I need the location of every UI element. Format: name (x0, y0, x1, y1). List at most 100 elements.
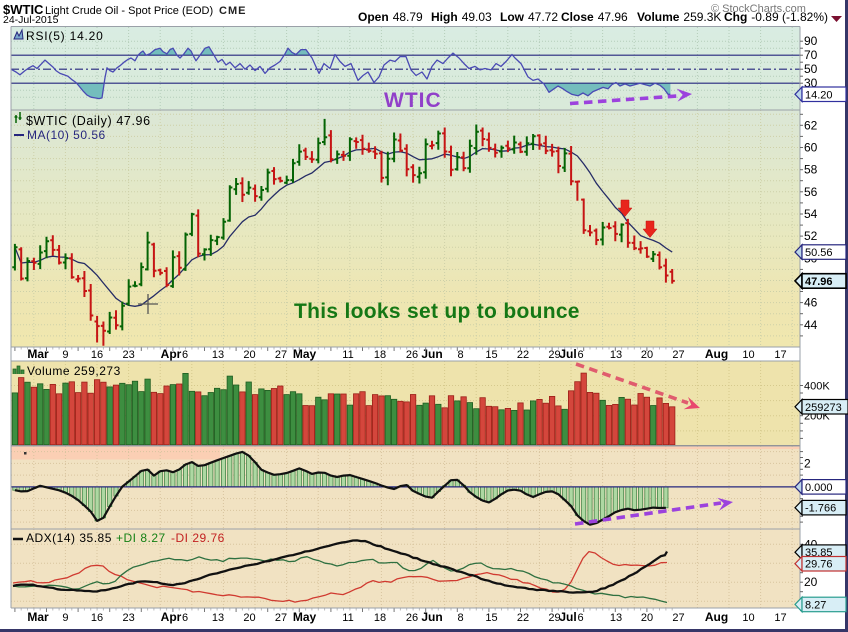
svg-text:29: 29 (548, 612, 560, 624)
svg-text:52: 52 (804, 229, 818, 243)
svg-text:Apr: Apr (161, 347, 182, 361)
svg-text:$WTIC (Daily) 47.96: $WTIC (Daily) 47.96 (26, 114, 151, 128)
svg-text:47.96: 47.96 (805, 276, 833, 288)
svg-text:259273: 259273 (805, 402, 842, 414)
svg-text:-0.89 (-1.82%): -0.89 (-1.82%) (751, 10, 828, 24)
svg-text:10: 10 (742, 612, 754, 624)
svg-text:Light Crude Oil - Spot Price (: Light Crude Oil - Spot Price (EOD) (45, 5, 213, 17)
svg-text:Jun: Jun (421, 610, 442, 624)
svg-text:Aug: Aug (705, 610, 728, 624)
svg-text:-1.766: -1.766 (805, 503, 836, 515)
svg-text:50: 50 (804, 62, 818, 76)
svg-text:High: High (431, 10, 458, 24)
svg-text:Volume 259,273: Volume 259,273 (27, 364, 121, 378)
svg-text:16: 16 (91, 612, 103, 624)
svg-text:6: 6 (182, 349, 188, 361)
svg-text:13: 13 (610, 612, 622, 624)
svg-text:20: 20 (804, 575, 818, 589)
svg-text:90: 90 (804, 34, 818, 48)
svg-text:49.03: 49.03 (462, 10, 492, 24)
svg-text:58: 58 (804, 163, 818, 177)
svg-text:22: 22 (517, 612, 529, 624)
svg-text:8.27: 8.27 (805, 599, 826, 611)
svg-text:+DI 8.27: +DI 8.27 (116, 531, 166, 545)
svg-text:10: 10 (742, 349, 754, 361)
svg-text:56: 56 (804, 185, 818, 199)
svg-text:Jul: Jul (559, 610, 576, 624)
svg-text:This looks set up to bounce: This looks set up to bounce (294, 300, 580, 323)
svg-text:9: 9 (62, 612, 68, 624)
svg-text:47.96: 47.96 (598, 10, 628, 24)
svg-text:26: 26 (406, 349, 418, 361)
svg-text:48.79: 48.79 (393, 10, 423, 24)
svg-text:70: 70 (804, 48, 818, 62)
svg-text:15: 15 (485, 349, 497, 361)
svg-text:27: 27 (275, 612, 287, 624)
svg-text:6: 6 (577, 349, 583, 361)
svg-text:24-Jul-2015: 24-Jul-2015 (3, 14, 59, 26)
svg-text:$WTIC: $WTIC (3, 2, 44, 17)
svg-text:0.000: 0.000 (805, 482, 833, 494)
svg-text:Open: Open (358, 10, 389, 24)
svg-text:MA(10) 50.56: MA(10) 50.56 (27, 128, 106, 142)
svg-text:RSI(5) 14.20: RSI(5) 14.20 (26, 29, 104, 43)
svg-text:Mar: Mar (27, 610, 49, 624)
svg-text:20: 20 (243, 612, 255, 624)
svg-text:May: May (293, 610, 317, 624)
svg-text:14.20: 14.20 (805, 89, 833, 101)
svg-text:29: 29 (548, 349, 560, 361)
svg-text:13: 13 (212, 349, 224, 361)
svg-text:46: 46 (804, 296, 818, 310)
svg-text:ADX(14) 35.85: ADX(14) 35.85 (26, 531, 112, 545)
svg-text:2: 2 (804, 456, 811, 470)
svg-text:60: 60 (804, 141, 818, 155)
svg-text:© StockCharts.com: © StockCharts.com (711, 3, 806, 15)
svg-text:54: 54 (804, 207, 818, 221)
svg-text:259.3K: 259.3K (683, 10, 721, 24)
svg-text:27: 27 (275, 349, 287, 361)
svg-text:47.72: 47.72 (528, 10, 558, 24)
svg-text:-DI 29.76: -DI 29.76 (171, 531, 225, 545)
svg-text:May: May (293, 347, 317, 361)
svg-text:11: 11 (342, 349, 353, 361)
svg-text:23: 23 (122, 349, 134, 361)
svg-text:16: 16 (91, 349, 103, 361)
svg-text:27: 27 (672, 349, 684, 361)
svg-text:23: 23 (122, 612, 134, 624)
svg-text:50.56: 50.56 (805, 247, 833, 259)
svg-text:Chg: Chg (724, 10, 747, 24)
svg-text:CME: CME (219, 5, 246, 17)
svg-text:18: 18 (374, 349, 386, 361)
svg-text:Aug: Aug (705, 347, 728, 361)
svg-text:400K: 400K (804, 381, 830, 393)
svg-text:17: 17 (774, 349, 786, 361)
svg-text:29.76: 29.76 (805, 559, 833, 571)
svg-text:Apr: Apr (161, 610, 182, 624)
svg-text:22: 22 (517, 349, 529, 361)
svg-text:20: 20 (243, 349, 255, 361)
svg-text:62: 62 (804, 118, 818, 132)
svg-text:6: 6 (182, 612, 188, 624)
svg-text:27: 27 (672, 612, 684, 624)
svg-text:13: 13 (610, 349, 622, 361)
svg-text:8: 8 (457, 349, 463, 361)
svg-text:11: 11 (342, 612, 353, 624)
svg-text:17: 17 (774, 612, 786, 624)
svg-text:26: 26 (406, 612, 418, 624)
svg-text:15: 15 (485, 612, 497, 624)
svg-text:Volume: Volume (637, 10, 680, 24)
svg-text:18: 18 (374, 612, 386, 624)
svg-text:Mar: Mar (27, 347, 49, 361)
svg-text:8: 8 (457, 612, 463, 624)
svg-text:9: 9 (62, 349, 68, 361)
svg-text:Close: Close (561, 10, 594, 24)
svg-text:WTIC: WTIC (384, 89, 442, 112)
svg-text:Low: Low (500, 10, 525, 24)
svg-text:Jul: Jul (559, 347, 576, 361)
svg-text:6: 6 (577, 612, 583, 624)
svg-text:13: 13 (212, 612, 224, 624)
svg-text:20: 20 (641, 349, 653, 361)
svg-text:20: 20 (641, 612, 653, 624)
svg-text:Jun: Jun (421, 347, 442, 361)
svg-text:44: 44 (804, 318, 818, 332)
